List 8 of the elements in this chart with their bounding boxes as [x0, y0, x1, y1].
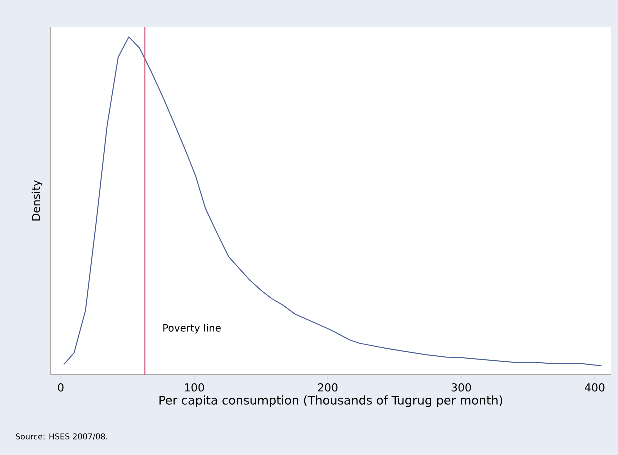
- x-tick-label: 100: [185, 384, 204, 392]
- x-axis-title: Per capita consumption (Thousands of Tugrug per month): [160, 396, 502, 408]
- y-axis-title: Density: [32, 180, 42, 221]
- ref-line-label: Poverty line: [164, 324, 221, 334]
- x-tick-label: 200: [318, 384, 338, 392]
- x-tick-label: 0: [58, 384, 64, 392]
- x-tick-label: 400: [585, 384, 605, 392]
- x-tick-label: 300: [452, 384, 472, 392]
